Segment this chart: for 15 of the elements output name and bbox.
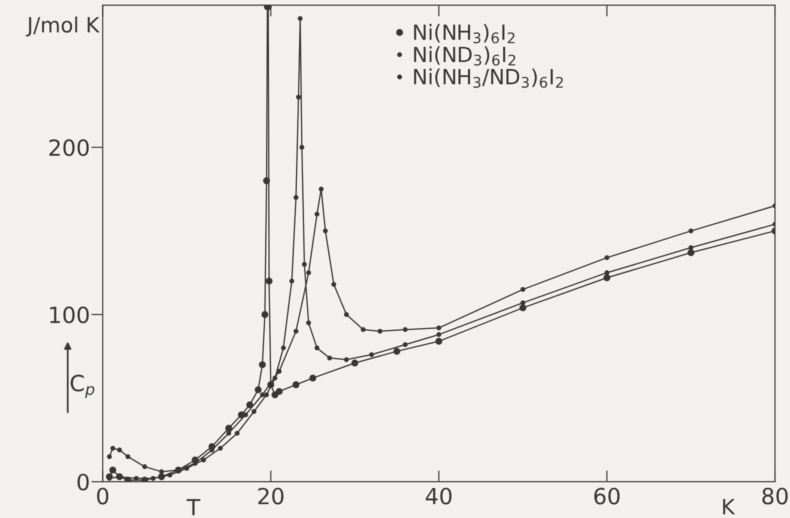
y-tick-label: 200 (49, 139, 89, 156)
x-tick-label: 60 (594, 488, 620, 504)
legend-label: Ni(NH$_{3}$)$_{6}$I$_{2}$ (414, 24, 514, 44)
x-axis-title: T (186, 499, 200, 516)
y-tick-label: 0 (78, 474, 89, 490)
x-tick-label: 80 (762, 488, 788, 504)
legend-label: Ni(NH$_{3}$/ND$_{3}$)$_{6}$I$_{2}$ (414, 68, 563, 88)
text: J/mol K (26, 16, 100, 37)
y-tick-label: 100 (50, 306, 89, 324)
legend-label: Ni(ND$_{3}$)$_{6}$I$_{2}$ (414, 46, 516, 66)
text: K (723, 499, 736, 514)
x-tick-label: 20 (258, 488, 284, 504)
x-tick-label: 0 (97, 488, 108, 504)
x-tick-label: 40 (426, 488, 452, 504)
y-axis-title: C$_{p}$ (70, 374, 94, 398)
